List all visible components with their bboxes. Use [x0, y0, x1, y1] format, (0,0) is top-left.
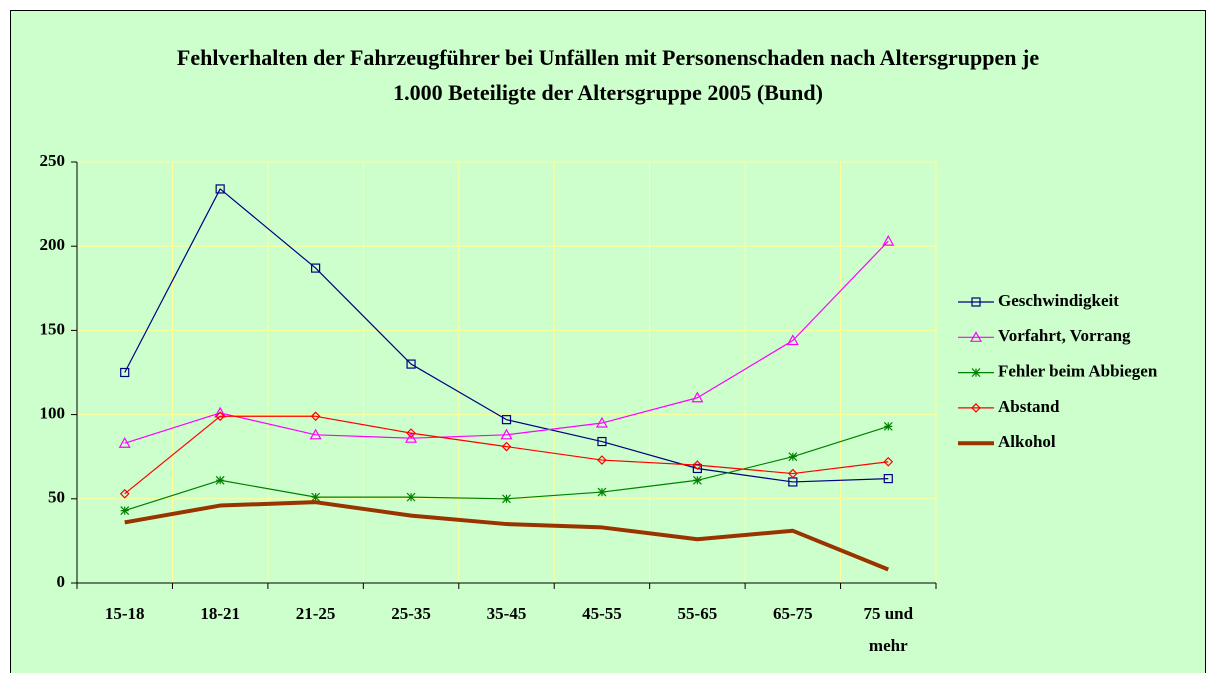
legend-label: Alkohol	[998, 432, 1056, 451]
legend-label: Fehler beim Abbiegen	[998, 362, 1158, 381]
x-tick-label: 35-45	[487, 604, 527, 623]
x-tick-label: 75 und mehr	[863, 604, 913, 655]
series-line	[124, 415, 889, 495]
marker	[882, 234, 895, 246]
marker	[786, 334, 799, 346]
marker	[692, 475, 702, 485]
y-tick-label: 150	[40, 319, 66, 338]
marker	[215, 411, 226, 422]
x-tick-label: 18-21	[200, 604, 240, 623]
marker	[787, 468, 798, 479]
marker	[692, 463, 702, 474]
marker	[502, 494, 511, 504]
chart-title: Fehlverhalten der Fahrzeugführer bei Unf…	[176, 45, 1040, 105]
marker	[311, 492, 321, 502]
marker	[597, 436, 607, 447]
marker	[215, 475, 225, 485]
marker	[692, 460, 703, 470]
marker	[120, 506, 130, 516]
marker	[406, 428, 416, 438]
x-tick-label: 55-65	[678, 604, 718, 623]
y-tick-label: 200	[40, 235, 66, 254]
marker	[118, 436, 131, 448]
marker	[405, 431, 418, 443]
x-tick-label: 65-75	[773, 604, 813, 623]
marker	[309, 428, 322, 440]
chart-background	[10, 10, 1205, 673]
legend-label: Vorfahrt, Vorrang	[998, 326, 1131, 345]
y-tick-label: 100	[40, 404, 66, 423]
marker	[883, 421, 893, 431]
x-tick-label: 21-25	[296, 604, 336, 623]
marker	[120, 367, 130, 378]
legend-marker	[971, 403, 981, 413]
marker	[500, 428, 513, 440]
legend-label: Geschwindigkeit	[998, 291, 1119, 310]
marker	[311, 263, 321, 273]
x-tick-label-line: mehr	[869, 636, 908, 655]
marker	[691, 391, 704, 403]
legend-marker	[969, 331, 983, 342]
marker	[310, 411, 321, 422]
marker	[119, 488, 130, 499]
x-tick-label: 15-18	[105, 604, 145, 623]
marker	[406, 492, 416, 502]
marker	[597, 455, 607, 465]
series-line	[124, 240, 889, 444]
series-line	[124, 500, 890, 572]
y-tick-label: 0	[57, 572, 66, 591]
y-tick-label: 250	[40, 151, 66, 170]
legend-marker	[971, 297, 981, 307]
marker	[406, 359, 416, 369]
x-tick-label: 25-35	[391, 604, 431, 623]
marker	[883, 473, 893, 484]
marker	[215, 184, 225, 194]
marker	[883, 456, 894, 467]
series-line	[124, 188, 889, 483]
legend-label: Abstand	[998, 397, 1060, 416]
marker	[501, 441, 512, 452]
x-tick-label-line: 75 und	[863, 604, 913, 623]
marker	[788, 452, 798, 462]
x-tick-label: 45-55	[582, 604, 622, 623]
marker	[597, 487, 607, 497]
marker	[595, 416, 608, 428]
chart-border	[10, 10, 1206, 673]
y-tick-label: 50	[48, 488, 65, 507]
legend-marker	[971, 368, 981, 378]
marker	[501, 415, 512, 425]
